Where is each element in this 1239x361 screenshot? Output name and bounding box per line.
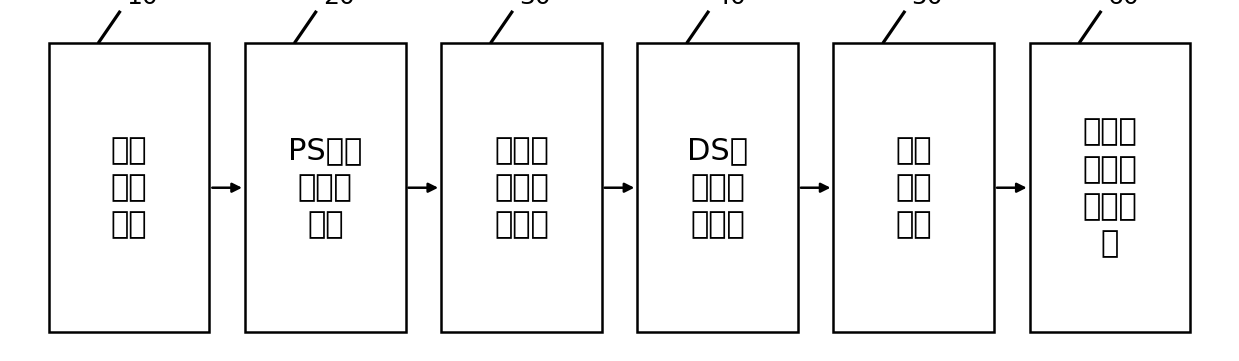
Text: PS观测
网构建
模块: PS观测 网构建 模块	[289, 136, 362, 239]
Bar	[834, 43, 994, 332]
Text: 非线性
模型构
建模块: 非线性 模型构 建模块	[494, 136, 549, 239]
Text: DS观
测网构
建模块: DS观 测网构 建模块	[688, 136, 748, 239]
Text: 数据
获取
模块: 数据 获取 模块	[110, 136, 147, 239]
Bar	[637, 43, 798, 332]
Bar	[441, 43, 602, 332]
Text: 地理
编码
模块: 地理 编码 模块	[896, 136, 932, 239]
Text: 30: 30	[519, 0, 550, 9]
Bar	[1030, 43, 1191, 332]
Text: 20: 20	[322, 0, 354, 9]
Text: 60: 60	[1108, 0, 1140, 9]
Bar	[48, 43, 209, 332]
Text: 50: 50	[912, 0, 943, 9]
Text: 40: 40	[715, 0, 747, 9]
Text: 10: 10	[126, 0, 159, 9]
Bar	[245, 43, 405, 332]
Text: 土体固
结沉降
监测模
块: 土体固 结沉降 监测模 块	[1083, 118, 1137, 258]
